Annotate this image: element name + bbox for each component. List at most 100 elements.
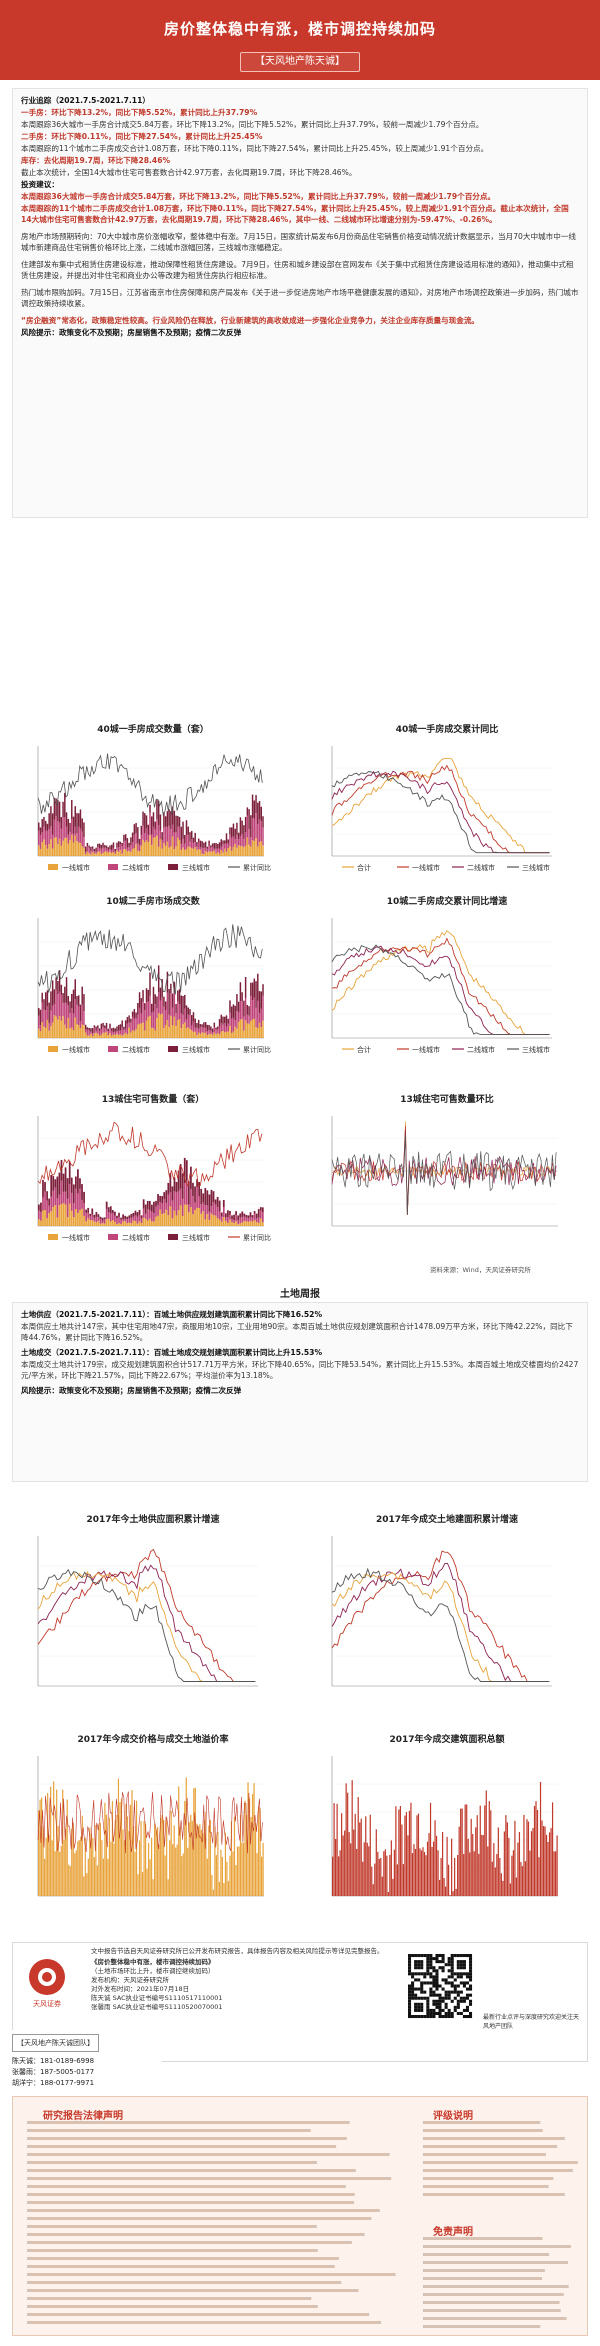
- bar-segment: [114, 1028, 116, 1032]
- bar: [426, 1841, 429, 1896]
- disclaimer-text: 文中报告节选自天风证券研究所已公开发布研究报告，具体报告内容及相关风险提示等详见…: [91, 1947, 384, 1955]
- bar-segment: [83, 1025, 85, 1038]
- bar: [114, 1819, 117, 1896]
- bar: [128, 1831, 130, 1896]
- bar: [401, 1824, 403, 1896]
- bar-segment: [164, 816, 167, 827]
- bar-segment: [192, 1031, 195, 1038]
- bar-segment: [245, 1221, 248, 1226]
- bar-segment: [116, 1224, 118, 1226]
- bar-segment: [38, 1015, 40, 1029]
- bar-segment: [140, 998, 143, 1014]
- bar-segment: [39, 1025, 42, 1032]
- inventory-text: 截止本次统计，全国14大城市住宅可售套数合计42.97万套，去化周期19.7周，…: [21, 168, 357, 177]
- bar-segment: [145, 988, 148, 1003]
- legend-label: 二线城市: [467, 863, 495, 872]
- bar-segment: [196, 849, 198, 856]
- bar-segment: [95, 1216, 98, 1223]
- bar-segment: [93, 1025, 96, 1028]
- bar: [547, 1841, 549, 1896]
- qr-module: [408, 2002, 412, 2006]
- bar-segment: [77, 842, 80, 856]
- bar-segment: [109, 1213, 112, 1222]
- bar: [390, 1840, 392, 1896]
- bar-segment: [185, 1180, 188, 1205]
- bar-segment: [166, 1019, 169, 1038]
- bar-segment: [163, 827, 165, 844]
- bar-segment: [253, 841, 256, 856]
- bar-segment: [257, 846, 259, 856]
- qr-module: [469, 1963, 473, 1967]
- bar-segment: [111, 852, 113, 856]
- bar-segment: [72, 1217, 75, 1226]
- bar-segment: [227, 1018, 229, 1024]
- qr-module: [426, 1996, 430, 2000]
- bar-segment: [60, 816, 63, 829]
- bar-segment: [248, 809, 250, 830]
- bar: [353, 1829, 355, 1896]
- qr-module: [426, 1972, 430, 1976]
- bar-segment: [250, 982, 252, 997]
- bar-segment: [230, 1032, 233, 1038]
- bar-segment: [99, 1219, 102, 1224]
- qr-module: [459, 1972, 463, 1976]
- bar-segment: [258, 819, 261, 843]
- text-line: [27, 2217, 372, 2220]
- series-line: [37, 1564, 256, 1682]
- bar-segment: [151, 1221, 153, 1226]
- bar-segment: [211, 1028, 214, 1033]
- bar-segment: [171, 1186, 174, 1201]
- bar-segment: [224, 1217, 227, 1221]
- bar-segment: [131, 842, 134, 849]
- bar-segment: [72, 833, 75, 843]
- bar-segment: [145, 1002, 148, 1021]
- bar-segment: [38, 1204, 40, 1211]
- qr-module: [411, 1984, 415, 1988]
- bar-segment: [79, 1178, 81, 1189]
- qr-module: [414, 1993, 418, 1997]
- bar-segment: [74, 826, 76, 836]
- bar: [69, 1866, 71, 1896]
- bar: [445, 1886, 447, 1896]
- bar-segment: [159, 1000, 162, 1015]
- qr-module: [453, 1996, 457, 2000]
- bar-segment: [237, 1021, 240, 1038]
- bar-segment: [230, 1006, 233, 1019]
- bar-segment: [237, 1215, 240, 1221]
- qr-module: [459, 1975, 463, 1979]
- qr-module: [444, 2005, 448, 2009]
- qr-module: [432, 1957, 436, 1961]
- bar-segment: [202, 1211, 205, 1226]
- legend-swatch: [108, 1046, 118, 1052]
- bar: [104, 1802, 106, 1896]
- bar-segment: [185, 1005, 188, 1020]
- bar-segment: [222, 840, 224, 845]
- bar-segment: [93, 1214, 96, 1218]
- bar-segment: [234, 838, 236, 844]
- bar-segment: [44, 1182, 46, 1192]
- bar-segment: [99, 1216, 102, 1220]
- bar: [452, 1891, 454, 1896]
- bar-segment: [192, 848, 195, 856]
- bar-segment: [105, 1201, 108, 1209]
- bar: [143, 1820, 145, 1896]
- bar: [369, 1814, 371, 1896]
- bar-segment: [187, 1007, 189, 1015]
- bar-segment: [38, 822, 40, 831]
- bar-segment: [259, 1207, 262, 1211]
- bar: [137, 1874, 139, 1896]
- bar-segment: [233, 1214, 235, 1221]
- qr-module: [465, 1981, 469, 1985]
- bar-segment: [90, 846, 92, 852]
- bar-segment: [232, 846, 235, 856]
- bar-segment: [114, 851, 116, 854]
- bar-segment: [134, 1210, 137, 1216]
- bar: [413, 1844, 415, 1896]
- bar-segment: [247, 1221, 250, 1226]
- chart-land-supply: 2017年今土地供应面积累计增速: [12, 1510, 294, 1720]
- bar-segment: [201, 1027, 203, 1033]
- bar-segment: [62, 1203, 65, 1226]
- bar-segment: [51, 1022, 54, 1038]
- bar-segment: [140, 1023, 143, 1038]
- bar: [135, 1800, 138, 1896]
